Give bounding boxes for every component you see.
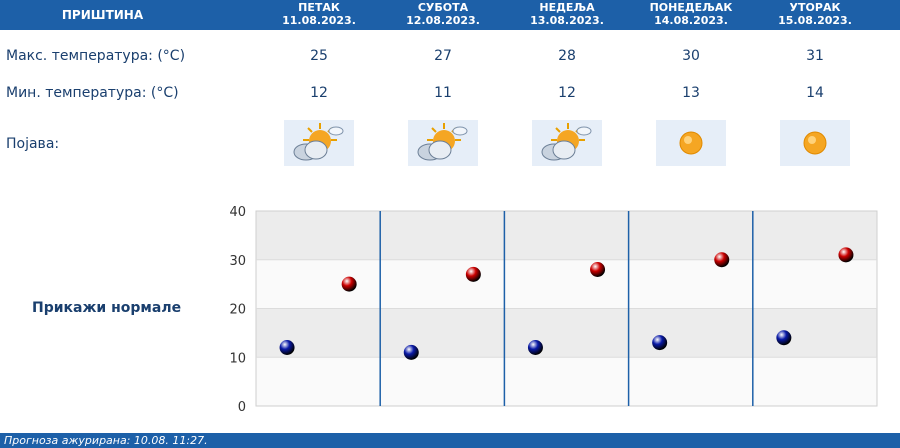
min-temp-point <box>527 340 543 355</box>
sun-cloud-icon <box>532 120 602 166</box>
day-date: 13.08.2023. <box>530 14 604 27</box>
day-date: 11.08.2023. <box>282 14 356 27</box>
y-tick-label: 30 <box>229 254 246 269</box>
y-tick-label: 0 <box>238 400 246 415</box>
chart-grid <box>255 210 878 407</box>
max-temp-point <box>341 276 357 292</box>
day-date: 12.08.2023. <box>406 14 480 27</box>
day-date: 14.08.2023. <box>654 14 728 27</box>
chart-border <box>255 210 878 407</box>
day-name: УТОРАК <box>789 1 841 14</box>
max-temp-value: 27 <box>434 48 452 64</box>
chart-band <box>256 357 877 406</box>
min-temp-value: 12 <box>310 85 328 101</box>
chart-band <box>256 308 877 358</box>
min-temp-value: 13 <box>682 85 700 101</box>
chart-band <box>256 259 877 309</box>
phenomenon-label: Појава: <box>6 136 60 152</box>
min-temp-point <box>652 335 668 351</box>
station-name: ПРИШТИНА <box>61 8 144 22</box>
chart-band <box>256 211 877 260</box>
min-temp-point <box>279 340 295 355</box>
day-header-3: НЕДЕЉА 13.08.2023. <box>505 0 629 30</box>
day-header-4: ПОНЕДЕЉАК 14.08.2023. <box>629 0 753 30</box>
show-normals-link[interactable]: Прикажи нормале <box>32 300 182 316</box>
forecast-footer: Прогноза ажурирана: 10.08. 11:27. <box>0 433 900 448</box>
sun-icon <box>780 120 850 166</box>
y-tick-label: 40 <box>229 205 246 220</box>
update-time: Прогноза ажурирана: 10.08. 11:27. <box>4 434 208 447</box>
day-header-1: ПЕТАК 11.08.2023. <box>257 0 381 30</box>
min-temp-point <box>403 344 419 360</box>
max-temp-point <box>838 247 854 263</box>
min-temp-value: 14 <box>806 85 824 101</box>
day-header-2: СУБОТА 12.08.2023. <box>381 0 505 30</box>
max-temp-point <box>590 262 606 277</box>
day-name: НЕДЕЉА <box>539 1 595 14</box>
day-header-5: УТОРАК 15.08.2023. <box>753 0 877 30</box>
day-date: 15.08.2023. <box>778 14 852 27</box>
y-tick-label: 20 <box>229 303 246 318</box>
min-temp-value: 11 <box>434 85 452 101</box>
day-name: ПОНЕДЕЉАК <box>649 1 733 14</box>
day-name: ПЕТАК <box>298 1 340 14</box>
min-temp-label: Мин. температура: (°C) <box>6 85 179 101</box>
forecast-header: ПРИШТИНА ПЕТАК 11.08.2023. СУБОТА 12.08.… <box>0 0 900 30</box>
min-temp-value: 12 <box>558 85 576 101</box>
min-temp-point <box>776 330 792 346</box>
max-temp-value: 28 <box>558 48 576 64</box>
max-temp-point <box>714 252 730 268</box>
y-axis-ticks: 0 10 20 30 40 <box>229 205 246 415</box>
sun-cloud-icon <box>408 120 478 166</box>
max-temp-label: Макс. температура: (°C) <box>6 48 186 64</box>
day-name: СУБОТА <box>417 1 469 14</box>
max-temp-point <box>465 266 481 282</box>
max-temp-value: 31 <box>806 48 824 64</box>
sun-cloud-icon <box>284 120 354 166</box>
max-temp-value: 25 <box>310 48 328 64</box>
sun-icon <box>656 120 726 166</box>
max-temp-value: 30 <box>682 48 700 64</box>
chart-background <box>256 211 877 406</box>
y-tick-label: 10 <box>229 351 246 366</box>
chart-points <box>279 247 854 360</box>
